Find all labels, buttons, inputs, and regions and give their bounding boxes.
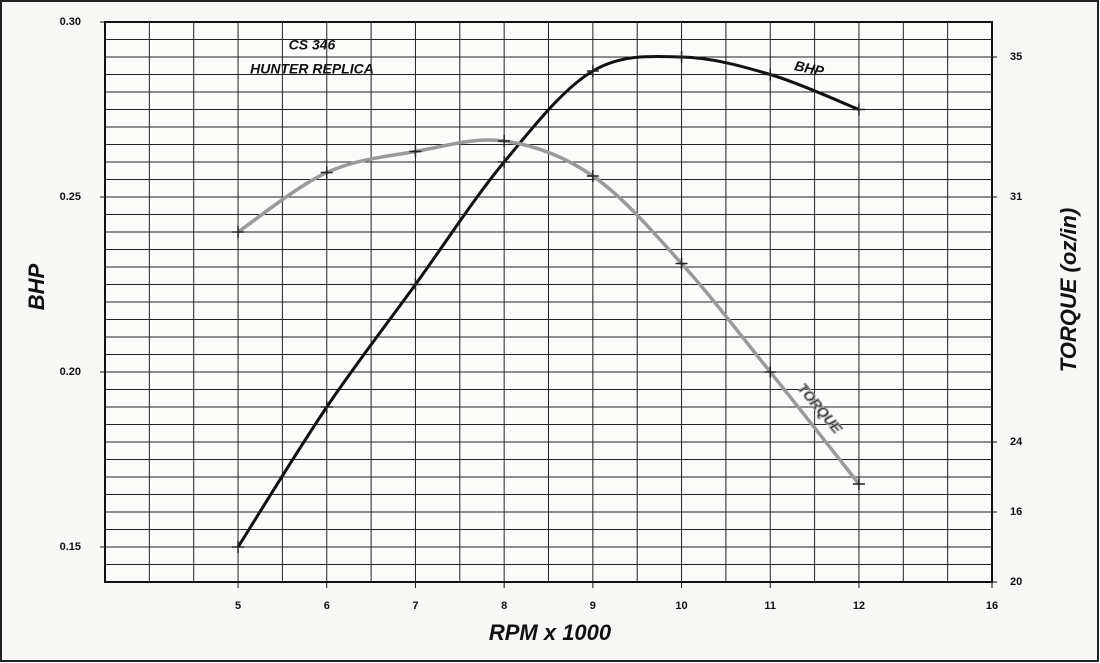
y2-tick-label: 31 xyxy=(1010,191,1022,203)
y2-tick-label: 20 xyxy=(1010,576,1022,588)
x-tick-label: 5 xyxy=(235,600,241,612)
point-marker xyxy=(320,401,333,413)
point-marker xyxy=(852,103,865,116)
x-axis-label: RPM x 1000 xyxy=(489,620,612,645)
point-marker xyxy=(675,257,688,270)
point-marker xyxy=(409,278,422,291)
y-tick-label: 0.25 xyxy=(60,191,81,203)
series-label: BHP xyxy=(793,57,826,79)
point-marker xyxy=(764,366,777,378)
point-marker xyxy=(586,65,599,77)
chart-title: HUNTER REPLICA xyxy=(250,61,374,77)
x-tick-label: 16 xyxy=(986,600,998,612)
series-line xyxy=(237,138,861,486)
point-marker xyxy=(498,156,511,168)
point-marker xyxy=(852,478,865,490)
chart-title: CS 346 xyxy=(289,37,336,53)
x-tick-label: 9 xyxy=(590,600,596,612)
y2-axis-label: TORQUE (oz/in) xyxy=(1056,208,1081,373)
x-tick-label: 8 xyxy=(501,600,507,612)
y-axis-label: BHP xyxy=(24,263,49,310)
point-marker xyxy=(409,145,422,158)
x-tick-label: 11 xyxy=(764,600,776,612)
y-tick-label: 0.20 xyxy=(60,366,81,378)
point-marker xyxy=(586,170,599,182)
y2-tick-label: 35 xyxy=(1010,51,1022,63)
point-marker xyxy=(498,135,511,147)
y-tick-label: 0.30 xyxy=(60,16,81,28)
x-tick-label: 10 xyxy=(675,600,687,612)
point-marker xyxy=(764,68,777,81)
y2-tick-label: 16 xyxy=(1010,506,1022,518)
point-marker xyxy=(232,226,245,238)
x-tick-label: 6 xyxy=(324,600,330,612)
point-marker xyxy=(232,541,245,553)
y-tick-label: 0.15 xyxy=(60,541,81,553)
x-tick-label: 12 xyxy=(853,600,865,612)
point-marker xyxy=(675,51,688,63)
point-marker xyxy=(320,166,333,179)
y2-tick-label: 24 xyxy=(1010,436,1023,448)
x-tick-label: 7 xyxy=(412,600,418,612)
